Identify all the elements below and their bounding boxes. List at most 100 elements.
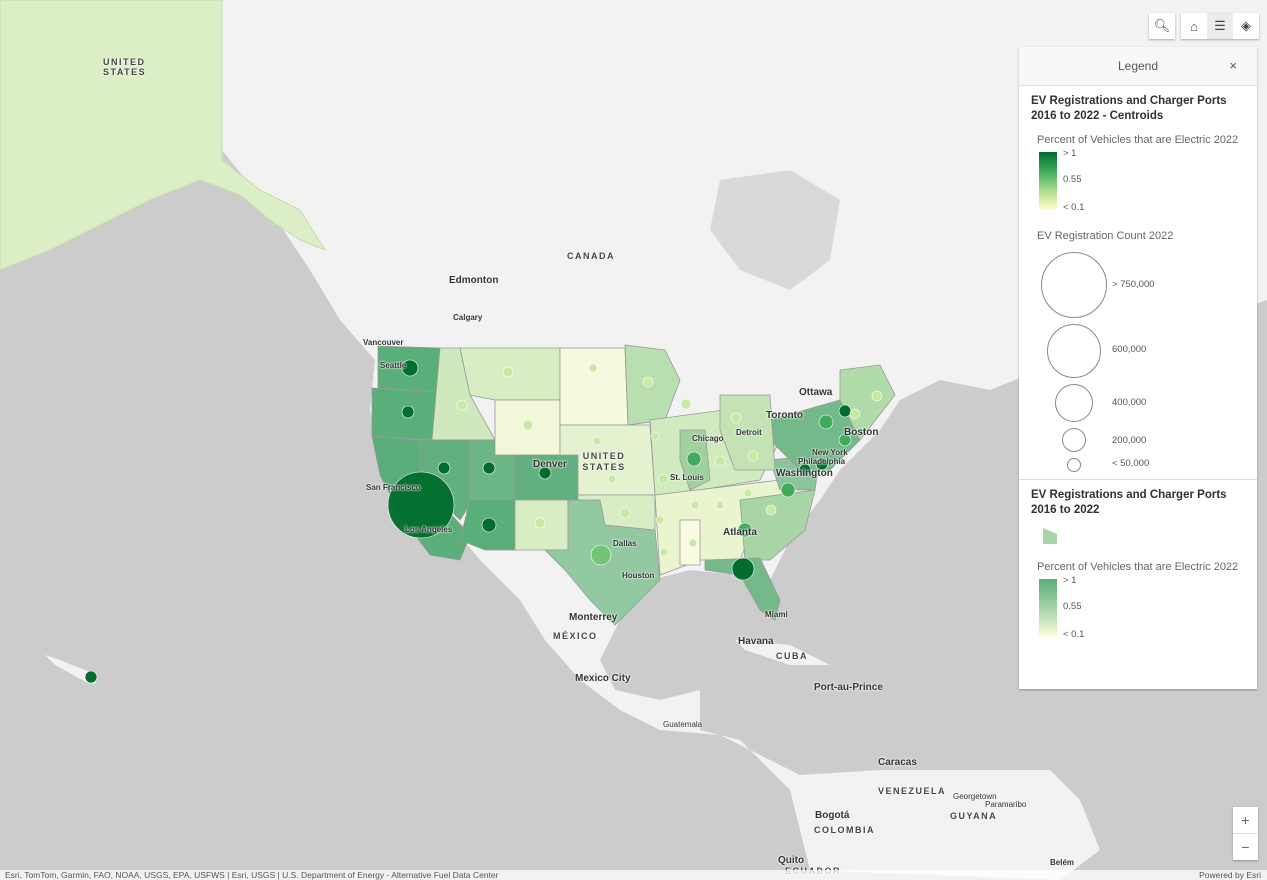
layers-icon: ◈ <box>1241 18 1251 33</box>
size-legend: > 750,000 600,000 400,000 200,000 < 50,0… <box>1019 242 1257 472</box>
state-minnesota <box>624 344 681 426</box>
size-circle-m <box>1055 384 1093 422</box>
centroid-small <box>714 455 726 467</box>
centroid-small <box>657 473 669 485</box>
centroid-small <box>747 450 759 462</box>
state-dakotas <box>559 347 629 426</box>
label-washington: Washington <box>776 468 833 479</box>
ramp-label-mid: 0.55 <box>1063 174 1082 185</box>
size-label: > 750,000 <box>1112 279 1155 290</box>
legend-layer-title: EV Registrations and Charger Ports 2016 … <box>1031 95 1227 122</box>
label-ottawa: Ottawa <box>799 387 833 398</box>
centroid-small <box>642 376 654 388</box>
centroid-oregon <box>401 405 415 419</box>
label-guyana: GUYANA <box>950 811 998 821</box>
centroid-small <box>743 488 753 498</box>
land-hawaii <box>45 655 96 684</box>
color-ramp-bar <box>1039 152 1057 210</box>
centroid-small <box>690 500 700 510</box>
search-button[interactable]: 🔍︎ <box>1149 13 1175 39</box>
state-idaho <box>431 347 496 441</box>
label-mexico-city: Mexico City <box>575 673 631 684</box>
label-seattle: Seattle <box>380 361 407 370</box>
state-new-england <box>839 364 896 441</box>
legend-header: Legend × <box>1019 47 1257 86</box>
ramp-label-low: < 0.1 <box>1063 202 1085 213</box>
centroid-vermont <box>838 404 852 418</box>
land-alaska <box>0 0 327 271</box>
zoom-out-button[interactable]: − <box>1241 839 1250 855</box>
centroid-colorado <box>538 466 552 480</box>
home-button[interactable]: ⌂ <box>1181 13 1207 39</box>
legend-divider <box>1019 479 1257 480</box>
legend-color-field: Percent of Vehicles that are Electric 20… <box>1037 561 1239 573</box>
label-mexico: MÉXICO <box>553 631 598 641</box>
centroid-utah <box>482 461 496 475</box>
label-venezuela: VENEZUELA <box>878 786 947 796</box>
centroid-symbols-layer[interactable] <box>84 359 883 684</box>
attribution-bar: Esri, TomTom, Garmin, FAO, NOAA, USGS, E… <box>0 870 1267 880</box>
centroid-small <box>502 366 514 378</box>
centroid-virginia <box>780 482 796 498</box>
centroid-arizona <box>481 517 497 533</box>
search-icon: 🔍︎ <box>1153 18 1171 33</box>
label-vancouver: Vancouver <box>363 338 404 347</box>
label-san-francisco: San Francisco <box>366 483 421 492</box>
label-chicago: Chicago <box>692 434 724 443</box>
size-label: 200,000 <box>1112 435 1147 446</box>
centroid-small <box>619 507 631 519</box>
size-circle-s <box>1062 428 1086 452</box>
color-ramp: > 1 0.55 < 0.1 <box>1039 575 1257 640</box>
hudson-bay <box>710 170 840 290</box>
label-new-york: New York <box>812 448 848 457</box>
size-circle-xs <box>1067 458 1081 472</box>
label-atlanta: Atlanta <box>723 527 757 538</box>
centroid-small <box>659 547 669 557</box>
centroid-small <box>730 412 742 424</box>
zoom-in-button[interactable]: + <box>1233 807 1258 834</box>
zoom-control: + − <box>1233 807 1258 860</box>
color-ramp: > 1 0.55 < 0.1 <box>1039 148 1257 213</box>
size-circle-l <box>1047 324 1101 378</box>
centroid-small <box>456 399 468 411</box>
legend-button[interactable]: ☰ <box>1207 13 1233 39</box>
label-detroit: Detroit <box>736 428 762 437</box>
legend-panel: Legend × EV Registrations and Charger Po… <box>1019 47 1257 689</box>
label-bogota: Bogotá <box>815 810 850 821</box>
label-miami: Miami <box>765 610 788 619</box>
powered-by-link[interactable]: Powered by Esri <box>1199 870 1261 880</box>
attribution-text[interactable]: Esri, TomTom, Garmin, FAO, NOAA, USGS, E… <box>5 870 499 880</box>
legend-size-field: EV Registration Count 2022 <box>1037 230 1174 242</box>
centroid-massachusetts <box>838 433 852 447</box>
centroid-small <box>650 431 660 441</box>
land-cuba <box>735 640 830 665</box>
legend-title: Legend <box>1117 59 1159 73</box>
layers-button[interactable]: ◈ <box>1233 13 1259 39</box>
label-houston: Houston <box>622 571 655 580</box>
ramp-label-low: < 0.1 <box>1063 629 1085 640</box>
label-calgary: Calgary <box>453 313 483 322</box>
color-ramp-bar <box>1039 579 1057 637</box>
state-georgia-carolinas <box>739 489 816 561</box>
centroid-new-jersey <box>815 457 829 471</box>
label-philadelphia: Philadelphia <box>798 457 846 466</box>
label-cuba: CUBA <box>776 651 808 661</box>
centroid-small <box>680 398 692 410</box>
close-icon[interactable]: × <box>1229 58 1237 73</box>
centroid-small <box>588 363 598 373</box>
centroid-new-york <box>818 414 834 430</box>
ramp-label-mid: 0.55 <box>1063 601 1082 612</box>
polygon-symbol-icon <box>1043 528 1057 544</box>
centroid-georgia <box>737 522 753 538</box>
centroid-small <box>534 517 546 529</box>
label-quito: Quito <box>778 855 805 866</box>
label-dallas: Dallas <box>613 539 637 548</box>
search-toolbar: 🔍︎ <box>1149 13 1175 39</box>
home-icon: ⌂ <box>1190 18 1198 34</box>
label-boston: Boston <box>844 427 879 438</box>
label-guatemala: Guatemala <box>663 720 703 729</box>
label-alaska-country: UNITED STATES <box>103 57 147 77</box>
centroid-small <box>688 538 698 548</box>
label-us: UNITED STATES <box>582 451 626 472</box>
label-edmonton: Edmonton <box>449 275 499 286</box>
